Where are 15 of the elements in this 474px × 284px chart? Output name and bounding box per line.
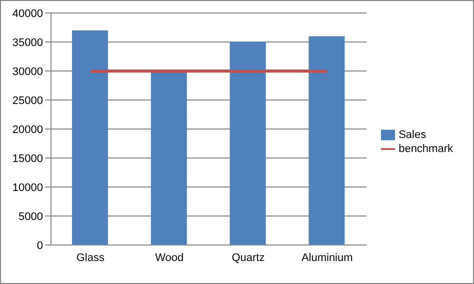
- x-tick-label: Wood: [155, 252, 184, 264]
- x-tick-label: Aluminium: [301, 252, 353, 264]
- y-tick-label: 25000: [12, 94, 43, 107]
- y-tick-label: 20000: [12, 124, 43, 136]
- y-tick-label: 15000: [12, 152, 43, 165]
- x-tick-label: Glass: [76, 252, 105, 264]
- y-tick-label: 5000: [18, 210, 43, 223]
- legend-label: Sales: [398, 128, 426, 141]
- y-tick-label: 30000: [12, 66, 43, 78]
- y-tick-label: 35000: [12, 36, 43, 49]
- y-tick-label: 40000: [12, 8, 43, 20]
- x-tick-label: Quartz: [232, 252, 265, 264]
- y-tick-label: 0: [36, 240, 43, 252]
- y-tick-label: 10000: [12, 182, 43, 194]
- legend-label: benchmark: [398, 142, 453, 155]
